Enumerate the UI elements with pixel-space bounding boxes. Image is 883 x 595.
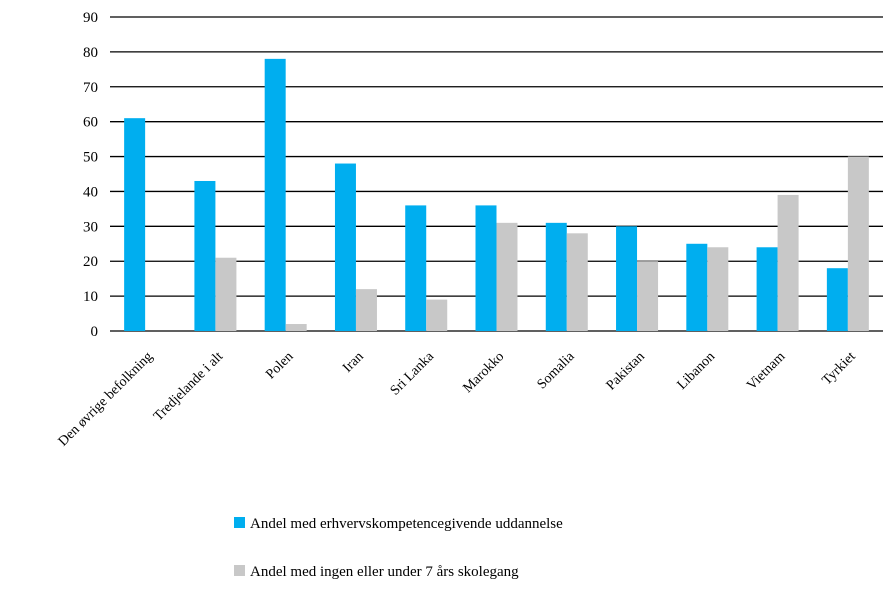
bar xyxy=(334,163,356,331)
bar xyxy=(194,180,216,331)
bar xyxy=(616,226,638,331)
x-category-label: Tredjelande i alt xyxy=(151,349,226,424)
bar xyxy=(496,222,518,331)
bar xyxy=(777,194,799,331)
bar xyxy=(566,233,588,331)
bar xyxy=(756,247,778,331)
y-tick-label: 0 xyxy=(91,324,99,340)
y-tick-label: 60 xyxy=(83,115,98,131)
y-tick-label: 80 xyxy=(83,45,98,61)
legend-swatch xyxy=(234,565,245,576)
bar xyxy=(124,118,146,331)
y-tick-label: 50 xyxy=(83,150,98,166)
y-tick-label: 90 xyxy=(83,10,98,26)
bar xyxy=(545,222,567,331)
y-axis-ticks: 0 10 20 30 40 50 60 70 80 90 xyxy=(83,10,98,340)
bar xyxy=(355,289,377,331)
x-category-label: Vietnam xyxy=(744,349,788,393)
x-category-label: Sri Lanka xyxy=(388,349,438,399)
bar xyxy=(285,324,307,331)
bar xyxy=(475,205,497,331)
x-category-label: Marokko xyxy=(460,349,507,396)
bar xyxy=(637,261,659,331)
legend: Andel med erhvervskompetencegivende udda… xyxy=(234,516,563,580)
y-tick-label: 70 xyxy=(83,80,98,96)
bar xyxy=(264,58,286,331)
y-tick-label: 10 xyxy=(83,289,98,305)
x-category-label: Iran xyxy=(340,349,367,376)
y-tick-label: 30 xyxy=(83,219,98,235)
bar xyxy=(686,243,708,331)
x-category-label: Somalia xyxy=(535,349,579,393)
x-category-label: Tyrkiet xyxy=(820,349,859,388)
bar xyxy=(426,299,448,331)
bars xyxy=(124,58,869,331)
legend-swatch xyxy=(234,517,245,528)
legend-label: Andel med ingen eller under 7 års skoleg… xyxy=(250,564,519,580)
legend-label: Andel med erhvervskompetencegivende udda… xyxy=(250,516,563,532)
y-tick-label: 20 xyxy=(83,254,98,270)
x-category-label: Den øvrige befolkning xyxy=(56,349,156,449)
bar xyxy=(826,268,848,331)
bar xyxy=(847,156,869,331)
gridlines xyxy=(110,16,883,332)
bar xyxy=(707,247,729,331)
x-category-label: Libanon xyxy=(675,349,719,393)
bar xyxy=(405,205,427,331)
bar xyxy=(215,257,237,331)
x-category-label: Pakistan xyxy=(604,349,648,393)
x-category-label: Polen xyxy=(263,349,296,382)
y-tick-label: 40 xyxy=(83,184,98,200)
